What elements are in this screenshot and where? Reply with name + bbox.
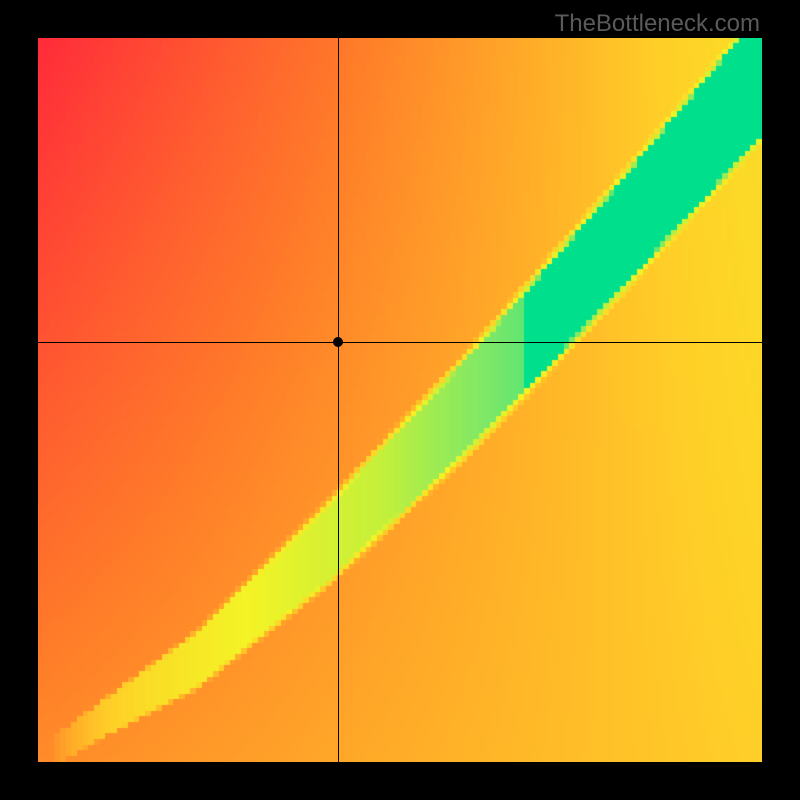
crosshair-vertical — [338, 38, 339, 762]
bottleneck-heatmap — [38, 38, 762, 762]
chart-root: TheBottleneck.com — [0, 0, 800, 800]
crosshair-horizontal — [38, 342, 762, 343]
watermark-text: TheBottleneck.com — [555, 10, 760, 38]
